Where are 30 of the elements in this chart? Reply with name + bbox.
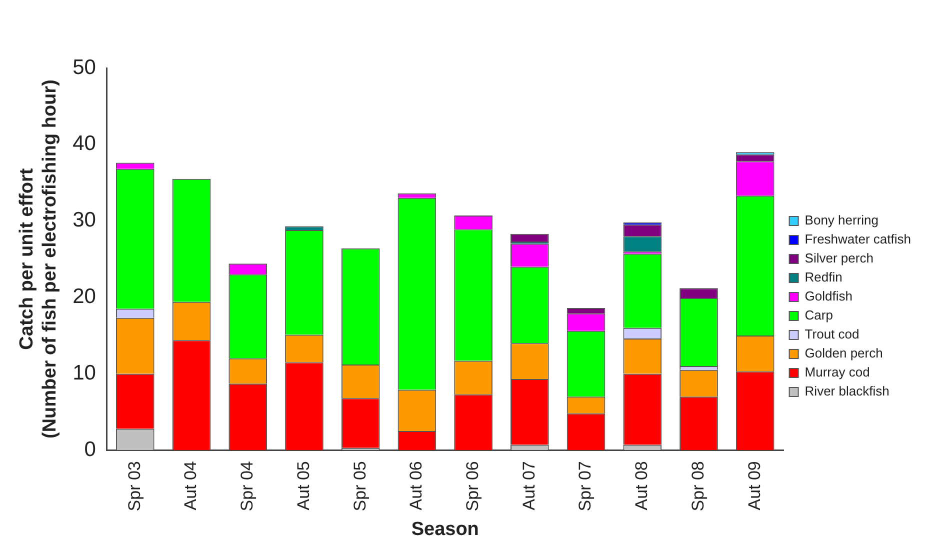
x-tick-label: Aut 06 bbox=[406, 461, 426, 510]
legend-label: Carp bbox=[804, 308, 833, 323]
x-tick-label: Spr 04 bbox=[238, 461, 257, 512]
x-tick-label: Aut 08 bbox=[632, 461, 652, 510]
legend-label: Goldfish bbox=[804, 288, 852, 304]
y-tick-label: 30 bbox=[72, 208, 96, 232]
x-tick-label: Spr 05 bbox=[350, 461, 370, 512]
legend-label: Golden perch bbox=[804, 346, 883, 361]
legend-label: Murray cod bbox=[804, 364, 870, 380]
x-axis-title: Season bbox=[411, 518, 479, 540]
x-tick-label: Spr 03 bbox=[124, 461, 144, 512]
y-tick-label: 0 bbox=[84, 438, 96, 461]
legend-label: River blackfish bbox=[804, 384, 890, 399]
x-tick-label: Spr 06 bbox=[462, 461, 482, 512]
x-tick-label: Spr 08 bbox=[688, 461, 708, 512]
legend-label: Freshwater catfish bbox=[804, 232, 911, 247]
y-tick-label: 40 bbox=[72, 132, 96, 156]
x-tick-label: Aut 09 bbox=[744, 461, 764, 510]
y-axis-title: Catch per unit effort (Number of fish per electrofishing hour) bbox=[16, 80, 60, 439]
y-tick-label: 20 bbox=[72, 285, 96, 308]
y-tick-label: 10 bbox=[72, 361, 96, 384]
legend-label: Trout cod bbox=[804, 326, 860, 342]
legend-label: Redfin bbox=[804, 270, 842, 285]
x-tick-label: Aut 07 bbox=[519, 461, 538, 510]
x-tick-label: Spr 07 bbox=[576, 461, 595, 512]
legend-label: Bony herring bbox=[804, 212, 879, 228]
y-tick-label: 50 bbox=[72, 56, 96, 79]
x-tick-label: Aut 04 bbox=[181, 461, 200, 510]
x-tick-label: Aut 05 bbox=[294, 461, 313, 510]
legend-label: Silver perch bbox=[804, 250, 874, 266]
